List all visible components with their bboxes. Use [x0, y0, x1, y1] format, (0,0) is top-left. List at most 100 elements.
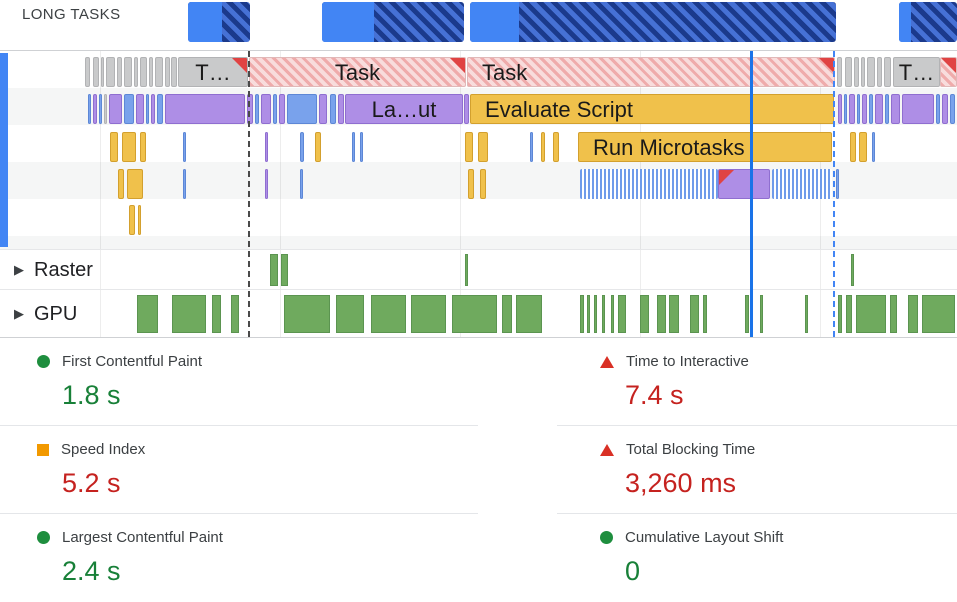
flame-bar[interactable]	[867, 57, 875, 87]
gpu-activity-bar[interactable]	[172, 295, 206, 333]
gpu-activity-bar[interactable]	[137, 295, 158, 333]
evaluate-script-bar[interactable]: Evaluate Script	[470, 94, 834, 124]
flame-bar[interactable]	[127, 169, 143, 199]
playhead-cursor[interactable]	[750, 51, 753, 337]
vertical-scroll-indicator[interactable]	[0, 53, 8, 247]
raster-activity-bar[interactable]	[465, 254, 468, 286]
flame-bar[interactable]	[465, 132, 473, 162]
flame-bar[interactable]	[338, 94, 344, 124]
flame-bar[interactable]	[88, 94, 91, 124]
gpu-activity-bar[interactable]	[669, 295, 679, 333]
raster-activity-bar[interactable]	[851, 254, 854, 286]
gpu-activity-bar[interactable]	[602, 295, 605, 333]
flame-bar[interactable]	[891, 94, 900, 124]
gpu-activity-bar[interactable]	[452, 295, 497, 333]
flame-bar[interactable]	[861, 57, 865, 87]
flame-bar[interactable]	[319, 94, 327, 124]
flame-bar[interactable]	[877, 57, 882, 87]
gpu-activity-bar[interactable]	[703, 295, 707, 333]
flame-bar[interactable]	[247, 94, 253, 124]
flame-bar[interactable]	[541, 132, 545, 162]
js-call-cluster[interactable]	[580, 169, 718, 199]
gpu-activity-bar[interactable]	[594, 295, 597, 333]
gpu-track-header[interactable]: ▶ GPU	[14, 290, 77, 338]
flame-bar[interactable]	[106, 57, 115, 87]
gpu-activity-bar[interactable]	[587, 295, 590, 333]
flame-bar[interactable]	[902, 94, 934, 124]
flame-bar[interactable]	[155, 57, 163, 87]
flame-bar[interactable]	[140, 57, 147, 87]
flame-bar[interactable]	[183, 132, 186, 162]
flame-bar[interactable]	[261, 94, 271, 124]
flame-bar[interactable]	[255, 94, 259, 124]
flame-bar[interactable]	[165, 94, 245, 124]
gpu-activity-bar[interactable]	[411, 295, 446, 333]
gpu-activity-bar[interactable]	[846, 295, 852, 333]
flame-bar[interactable]	[110, 132, 118, 162]
flame-bar[interactable]	[101, 57, 104, 87]
gpu-activity-bar[interactable]	[838, 295, 842, 333]
flame-bar[interactable]	[844, 94, 847, 124]
gpu-activity-bar[interactable]	[618, 295, 626, 333]
flame-bar[interactable]	[360, 132, 363, 162]
gpu-activity-bar[interactable]	[908, 295, 918, 333]
flame-bar[interactable]	[464, 94, 469, 124]
flame-bar[interactable]	[85, 57, 90, 87]
flame-bar[interactable]	[136, 94, 144, 124]
flame-bar[interactable]	[530, 132, 533, 162]
gpu-activity-bar[interactable]	[611, 295, 614, 333]
gpu-activity-bar[interactable]	[284, 295, 330, 333]
flame-bar[interactable]	[885, 94, 889, 124]
flame-bar[interactable]	[171, 57, 177, 87]
flame-bar[interactable]	[124, 57, 132, 87]
disclosure-triangle-icon[interactable]: ▶	[14, 262, 24, 277]
flame-bar[interactable]	[134, 57, 138, 87]
gpu-activity-bar[interactable]	[690, 295, 699, 333]
flame-bar[interactable]	[884, 57, 891, 87]
flame-bar[interactable]	[942, 94, 948, 124]
raster-activity-bar[interactable]	[281, 254, 288, 286]
flame-bar[interactable]	[480, 169, 486, 199]
flame-bar[interactable]	[118, 169, 124, 199]
flame-bar[interactable]	[151, 94, 155, 124]
run-microtasks-bar[interactable]: Run Microtasks	[578, 132, 832, 162]
flame-bar[interactable]	[940, 57, 957, 87]
flame-bar[interactable]	[122, 132, 136, 162]
flame-bar[interactable]	[845, 57, 852, 87]
flame-bar[interactable]	[869, 94, 873, 124]
flame-bar[interactable]	[850, 132, 856, 162]
flame-bar[interactable]	[857, 94, 860, 124]
flame-bar[interactable]	[138, 205, 141, 235]
long-task-overview-bar[interactable]	[322, 2, 464, 42]
flame-bar[interactable]	[93, 94, 97, 124]
flame-bar[interactable]	[93, 57, 99, 87]
long-task-overview-bar[interactable]	[899, 2, 957, 42]
flame-bar[interactable]	[140, 132, 146, 162]
flame-bar[interactable]	[854, 57, 859, 87]
long-function-call-bar[interactable]	[718, 169, 770, 199]
flame-bar[interactable]	[99, 94, 102, 124]
flame-bar[interactable]	[287, 94, 317, 124]
flame-bar[interactable]	[315, 132, 321, 162]
long-task-overview-bar[interactable]	[470, 2, 836, 42]
flame-bar[interactable]	[109, 94, 122, 124]
flame-bar[interactable]	[279, 94, 285, 124]
task-bar-truncated-right[interactable]: T…	[893, 57, 940, 87]
flame-bar[interactable]	[936, 94, 940, 124]
gpu-activity-bar[interactable]	[922, 295, 955, 333]
gpu-activity-bar[interactable]	[231, 295, 239, 333]
flame-bar[interactable]	[104, 94, 107, 124]
flame-bar[interactable]	[478, 132, 488, 162]
gpu-activity-bar[interactable]	[640, 295, 649, 333]
task-bar-truncated-left[interactable]: T…	[178, 57, 248, 87]
flame-bar[interactable]	[300, 169, 303, 199]
flame-bar[interactable]	[146, 94, 149, 124]
long-task-bar-2[interactable]: Task	[467, 57, 835, 87]
gpu-activity-bar[interactable]	[516, 295, 542, 333]
performance-timeline[interactable]: T… Task Task T… La…ut Evaluate Script Run Micr…	[0, 51, 957, 338]
raster-track-header[interactable]: ▶ Raster	[14, 250, 93, 290]
disclosure-triangle-icon[interactable]: ▶	[14, 306, 24, 321]
flame-bar[interactable]	[950, 94, 955, 124]
flame-bar[interactable]	[273, 94, 277, 124]
gpu-activity-bar[interactable]	[805, 295, 808, 333]
